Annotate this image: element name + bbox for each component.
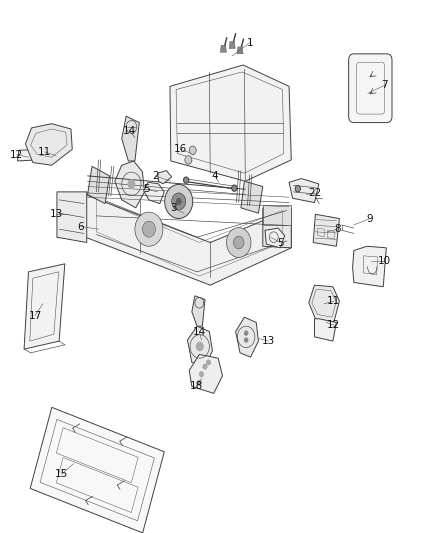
Polygon shape xyxy=(289,179,319,203)
Text: 11: 11 xyxy=(327,296,340,306)
Text: 8: 8 xyxy=(334,224,341,234)
Circle shape xyxy=(196,342,203,351)
Text: 17: 17 xyxy=(28,311,42,320)
Text: 14: 14 xyxy=(193,327,206,336)
Circle shape xyxy=(206,360,211,365)
Text: 10: 10 xyxy=(378,256,391,266)
Text: 6: 6 xyxy=(78,222,85,231)
Polygon shape xyxy=(25,124,72,165)
Circle shape xyxy=(233,236,244,249)
Circle shape xyxy=(172,193,186,210)
Polygon shape xyxy=(170,65,291,181)
Polygon shape xyxy=(18,149,39,161)
Text: 9: 9 xyxy=(367,214,374,223)
Polygon shape xyxy=(229,42,235,49)
Text: 7: 7 xyxy=(381,80,388,90)
Circle shape xyxy=(176,198,181,205)
Polygon shape xyxy=(241,181,263,213)
Circle shape xyxy=(135,212,163,246)
Circle shape xyxy=(199,372,204,377)
Text: 11: 11 xyxy=(38,147,51,157)
Polygon shape xyxy=(309,285,339,322)
Text: 14: 14 xyxy=(123,126,136,135)
Polygon shape xyxy=(220,45,226,52)
Circle shape xyxy=(197,380,201,385)
Polygon shape xyxy=(57,192,85,213)
Text: 12: 12 xyxy=(10,150,23,159)
Circle shape xyxy=(295,185,300,192)
Circle shape xyxy=(142,221,155,237)
Polygon shape xyxy=(353,246,386,287)
Circle shape xyxy=(128,180,135,188)
Polygon shape xyxy=(88,166,110,204)
Polygon shape xyxy=(24,264,65,349)
Text: 12: 12 xyxy=(327,320,340,330)
Text: 1: 1 xyxy=(246,38,253,47)
Text: 13: 13 xyxy=(262,336,276,346)
Polygon shape xyxy=(237,47,243,54)
Text: 16: 16 xyxy=(174,144,187,154)
Polygon shape xyxy=(189,354,223,393)
Polygon shape xyxy=(158,171,172,184)
Circle shape xyxy=(244,331,248,335)
Polygon shape xyxy=(187,326,212,367)
Circle shape xyxy=(232,185,237,191)
Circle shape xyxy=(226,228,251,257)
Text: 15: 15 xyxy=(55,470,68,479)
Circle shape xyxy=(185,156,192,164)
Polygon shape xyxy=(263,208,291,248)
Polygon shape xyxy=(65,203,94,229)
Text: 22: 22 xyxy=(308,188,321,198)
Polygon shape xyxy=(313,214,339,246)
Polygon shape xyxy=(30,407,164,533)
Polygon shape xyxy=(57,195,85,237)
Polygon shape xyxy=(265,228,285,248)
Text: 2: 2 xyxy=(152,171,159,181)
Text: 5: 5 xyxy=(143,184,150,194)
Polygon shape xyxy=(57,192,87,243)
Text: 18: 18 xyxy=(190,382,203,391)
Circle shape xyxy=(184,177,189,183)
Polygon shape xyxy=(115,161,145,208)
Polygon shape xyxy=(192,296,205,326)
Circle shape xyxy=(189,146,196,155)
Polygon shape xyxy=(85,195,291,285)
Polygon shape xyxy=(263,205,291,225)
Circle shape xyxy=(244,338,248,342)
Text: 13: 13 xyxy=(49,209,63,219)
Circle shape xyxy=(203,364,207,369)
Circle shape xyxy=(165,184,193,219)
Polygon shape xyxy=(144,182,164,204)
Polygon shape xyxy=(314,319,336,341)
Text: 4: 4 xyxy=(211,171,218,181)
Text: 5: 5 xyxy=(277,238,284,247)
Text: 3: 3 xyxy=(170,203,177,213)
Polygon shape xyxy=(236,317,258,357)
FancyBboxPatch shape xyxy=(349,54,392,123)
Polygon shape xyxy=(122,116,139,161)
